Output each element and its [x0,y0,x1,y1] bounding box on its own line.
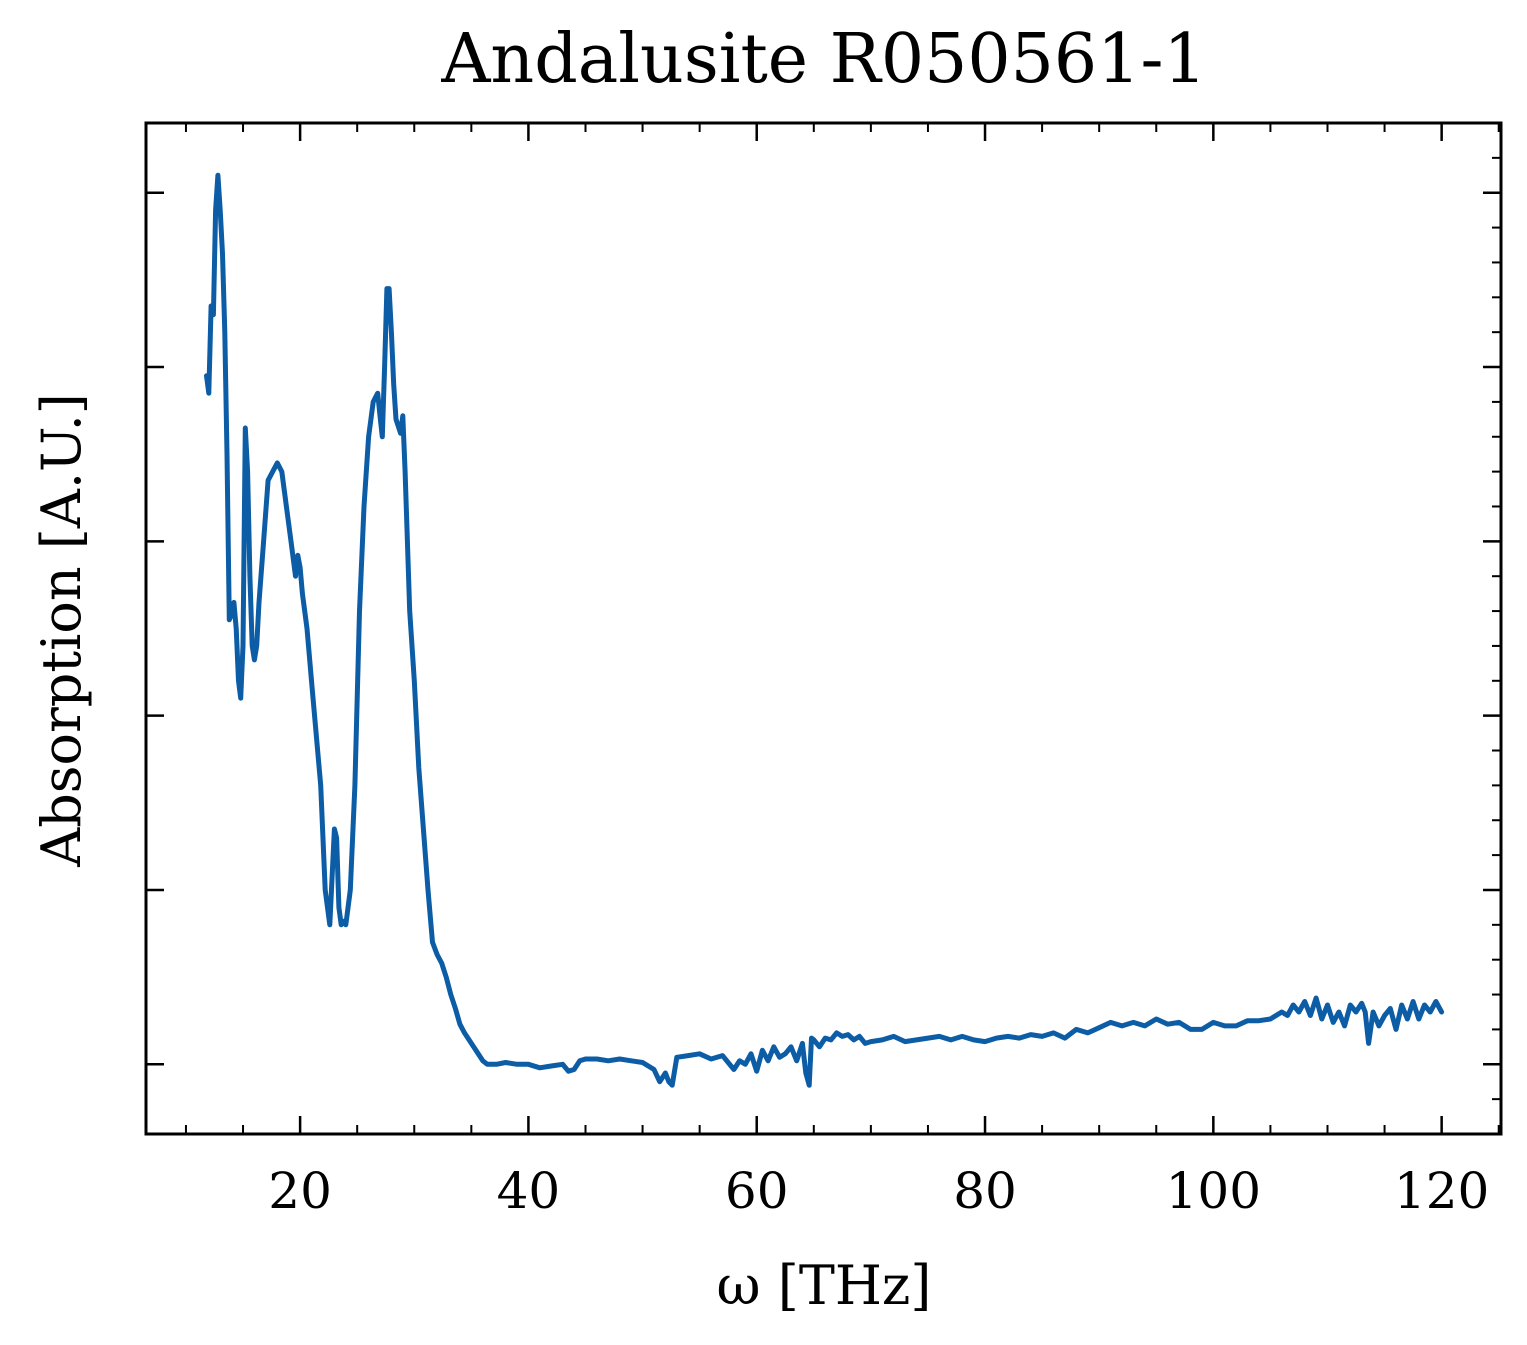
axis-ticks [146,122,1501,1135]
x-axis-label: ω [THz] [717,1254,932,1317]
series-line [204,172,1445,1088]
x-tick-label: 100 [1166,1162,1261,1220]
x-tick-label: 80 [953,1162,1017,1220]
chart-title: Andalusite R050561-1 [440,20,1206,99]
y-axis-label: Absorption [A.U.] [30,393,93,868]
x-tick-label: 40 [497,1162,561,1220]
plot-area [204,172,1445,1088]
x-tick-label: 20 [268,1162,332,1220]
axis-tick-labels: 20 40 60 80 100 120 [268,1162,1489,1220]
x-tick-label: 120 [1394,1162,1489,1220]
x-tick-label: 60 [725,1162,789,1220]
plot-frame [144,121,1503,1136]
